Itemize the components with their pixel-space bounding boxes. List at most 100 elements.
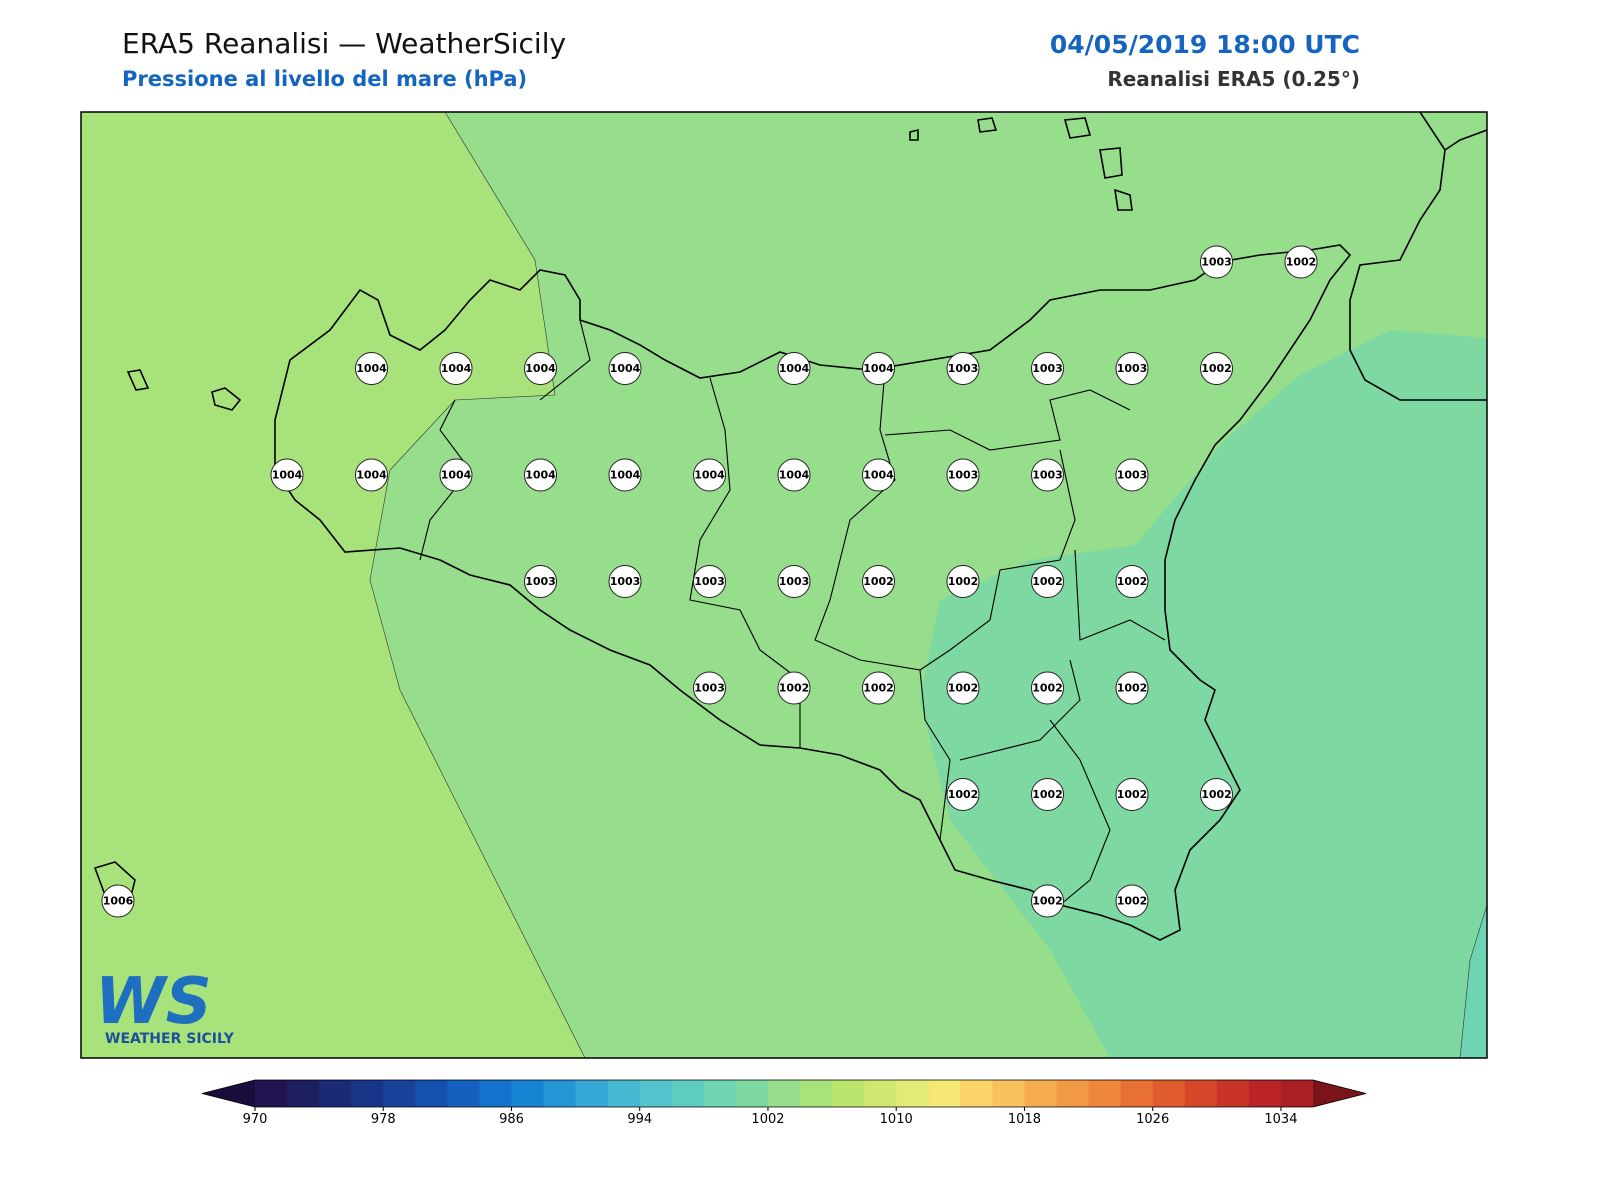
- colorbar-segment: [255, 1080, 288, 1107]
- colorbar-extend-high: [1313, 1080, 1366, 1107]
- station-marker: [777, 671, 811, 705]
- station: 1002: [862, 671, 895, 705]
- station: 1004: [524, 352, 557, 385]
- station-value: 1004: [779, 469, 810, 482]
- station: 1002: [1115, 778, 1149, 811]
- field-998: [1459, 904, 1487, 1058]
- station: 1004: [608, 458, 642, 492]
- station: 1002: [1031, 671, 1064, 705]
- colorbar-segment: [479, 1080, 512, 1107]
- station-marker: [608, 458, 642, 492]
- station-value: 1004: [272, 469, 303, 482]
- station: 1004: [777, 458, 811, 492]
- station-value: 1003: [948, 469, 979, 482]
- station: 1003: [1200, 245, 1233, 279]
- station-value: 1003: [948, 362, 979, 375]
- colorbar-segment: [864, 1080, 897, 1107]
- colorbar-segment: [992, 1080, 1025, 1107]
- station-marker: [1031, 884, 1064, 918]
- station: 1004: [862, 458, 895, 492]
- datetime: 04/05/2019 18:00 UTC: [1050, 30, 1360, 59]
- station-value: 1003: [1032, 362, 1063, 375]
- colorbar-segment: [351, 1080, 384, 1107]
- colorbar-tick-label: 1026: [1136, 1112, 1169, 1127]
- colorbar-segment: [928, 1080, 961, 1107]
- station-marker: [1031, 565, 1064, 598]
- station-marker: [439, 458, 473, 492]
- station-marker: [1115, 458, 1149, 492]
- stations: 1003 1002 1004 1004 1004 1004 1004 1004 1003 1003…: [101, 245, 1318, 918]
- station-marker: [946, 565, 980, 598]
- station-marker: [1115, 352, 1149, 385]
- colorbar-segment: [1152, 1080, 1186, 1107]
- station-value: 1004: [863, 469, 894, 482]
- colorbar-segment: [639, 1080, 673, 1107]
- station-value: 1006: [103, 895, 134, 908]
- station-marker: [608, 352, 642, 385]
- station-marker: [355, 458, 388, 492]
- colorbar-segment: [800, 1080, 833, 1107]
- station-marker: [1115, 671, 1149, 705]
- station-value: 1002: [948, 788, 979, 801]
- station: 1002: [777, 671, 811, 705]
- station-marker: [270, 458, 304, 492]
- station-marker: [1115, 778, 1149, 811]
- station: 1003: [1115, 458, 1149, 492]
- station-value: 1004: [525, 362, 556, 375]
- colorbar-segment: [447, 1080, 480, 1107]
- station-marker: [946, 352, 980, 385]
- station-marker: [1115, 565, 1149, 598]
- station-marker: [1284, 245, 1318, 279]
- logo: WS WEATHER SICILY: [95, 965, 235, 1047]
- station-marker: [777, 352, 811, 385]
- station-marker: [101, 884, 135, 918]
- station: 1002: [1031, 884, 1064, 918]
- station-value: 1004: [694, 469, 725, 482]
- calabria-coast: [1349, 112, 1487, 401]
- map: 1003 1002 1004 1004 1004 1004 1004 1004 1003 1003…: [80, 111, 1488, 1059]
- station: 1002: [1031, 778, 1064, 811]
- colorbar-segment: [896, 1080, 929, 1107]
- colorbar-tick-label: 1002: [751, 1112, 784, 1127]
- station: 1003: [1031, 458, 1064, 492]
- station-value: 1003: [610, 575, 641, 588]
- station-value: 1004: [610, 362, 641, 375]
- subtitle: Pressione al livello del mare (hPa): [122, 67, 527, 91]
- colorbar-tick-label: 978: [371, 1112, 396, 1127]
- map-frame: [80, 111, 1488, 1059]
- station: 1002: [862, 565, 895, 598]
- station: 1002: [1031, 565, 1064, 598]
- station-value: 1004: [441, 469, 472, 482]
- station-value: 1004: [356, 469, 387, 482]
- colorbar-tick-label: 970: [243, 1112, 268, 1127]
- station-marker: [1200, 778, 1233, 811]
- colorbar-tick-label: 994: [627, 1112, 652, 1127]
- colorbar-segment: [960, 1080, 993, 1107]
- colorbar-tick-label: 986: [499, 1112, 524, 1127]
- station-value: 1002: [948, 682, 979, 695]
- station: 1004: [524, 458, 557, 492]
- station: 1003: [777, 565, 811, 598]
- islands: [93, 117, 1133, 901]
- station-marker: [862, 352, 895, 385]
- station-value: 1002: [1286, 256, 1317, 269]
- station-marker: [693, 565, 726, 598]
- colorbar-segment: [1120, 1080, 1154, 1107]
- station-marker: [862, 458, 895, 492]
- station: 1003: [946, 458, 980, 492]
- station: 1002: [1200, 778, 1233, 811]
- colorbar-segment: [1216, 1080, 1250, 1107]
- station-value: 1002: [1117, 895, 1148, 908]
- colorbar-segment: [1056, 1080, 1090, 1107]
- station-value: 1003: [779, 575, 810, 588]
- source: Reanalisi ERA5 (0.25°): [1107, 67, 1360, 91]
- station: 1002: [1115, 884, 1149, 918]
- coastline: [274, 244, 1352, 941]
- station-marker: [355, 352, 388, 385]
- colorbar: 970 978 986 994 1002 1010 1018 1026 1034: [201, 1079, 1367, 1127]
- station: 1003: [1031, 352, 1064, 385]
- station-marker: [1031, 458, 1064, 492]
- station: 1003: [1115, 352, 1149, 385]
- colorbar-outline: [201, 1079, 1367, 1108]
